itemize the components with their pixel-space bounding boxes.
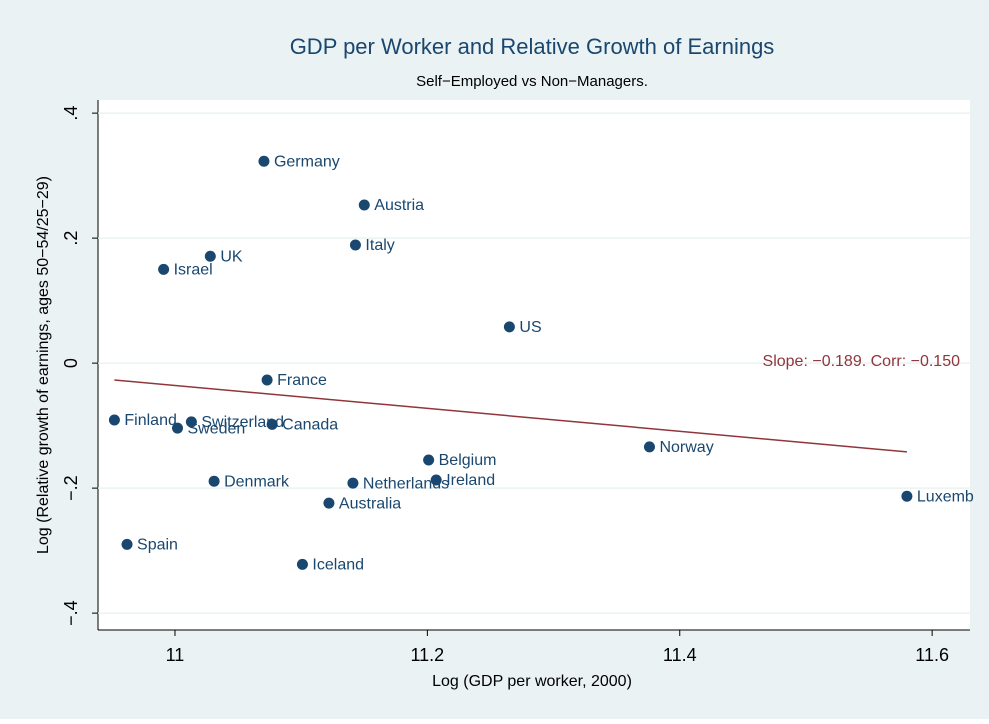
x-tick-label: 11.2 <box>411 645 445 665</box>
chart-subtitle: Self−Employed vs Non−Managers. <box>416 73 648 90</box>
point-label: Belgium <box>439 452 497 469</box>
point-label: Switzerland <box>201 414 284 431</box>
point <box>266 418 278 430</box>
point <box>208 475 220 487</box>
x-tick-label: 11.6 <box>915 645 949 665</box>
point-label: US <box>519 319 541 336</box>
point-label: Spain <box>137 537 178 554</box>
point-label: UK <box>220 248 243 265</box>
point <box>185 416 197 428</box>
point <box>204 250 216 262</box>
x-axis-title: Log (GDP per worker, 2000) <box>432 673 632 690</box>
point-label: France <box>277 372 327 389</box>
point-label: Canada <box>282 417 338 434</box>
y-tick-label: −.4 <box>61 600 81 626</box>
point-label: Germany <box>274 153 340 170</box>
x-tick-label: 11 <box>166 645 185 665</box>
y-tick-label: 0 <box>61 358 81 368</box>
point-label: Netherlands <box>363 475 449 492</box>
point-label: Italy <box>365 237 394 254</box>
point-label: Finland <box>124 412 176 429</box>
point <box>643 441 655 453</box>
point <box>423 454 435 466</box>
y-tick-label: −.2 <box>61 475 81 501</box>
point <box>172 422 184 434</box>
point-label: Iceland <box>312 557 364 574</box>
point <box>901 490 913 502</box>
point <box>261 374 273 386</box>
x-tick-label: 11.4 <box>663 645 697 665</box>
point <box>349 239 361 251</box>
annotation: Slope: −0.189. Corr: −0.150 <box>763 353 961 370</box>
point <box>158 263 170 275</box>
y-tick-label: .2 <box>61 231 81 246</box>
point-label: Norway <box>659 439 713 456</box>
point <box>296 558 308 570</box>
point <box>323 497 335 509</box>
point <box>108 414 120 426</box>
point-label: Australia <box>339 495 401 512</box>
point <box>430 474 442 486</box>
y-tick-label: .4 <box>61 106 81 121</box>
point-label: Denmark <box>224 473 290 490</box>
point-label: Luxemb <box>917 488 974 505</box>
y-axis-title: Log (Relative growth of earnings, ages 5… <box>35 176 52 554</box>
point <box>121 538 133 550</box>
point-label: Sweden <box>188 420 246 437</box>
chart-title: GDP per Worker and Relative Growth of Ea… <box>290 34 775 59</box>
point <box>347 477 359 489</box>
plot-region <box>98 100 970 630</box>
point <box>503 321 515 333</box>
point-label: Austria <box>374 197 424 214</box>
point <box>258 155 270 167</box>
fit-line <box>114 379 907 453</box>
point-label: Israel <box>174 262 213 279</box>
point-label: Ireland <box>446 472 495 489</box>
point <box>358 199 370 211</box>
